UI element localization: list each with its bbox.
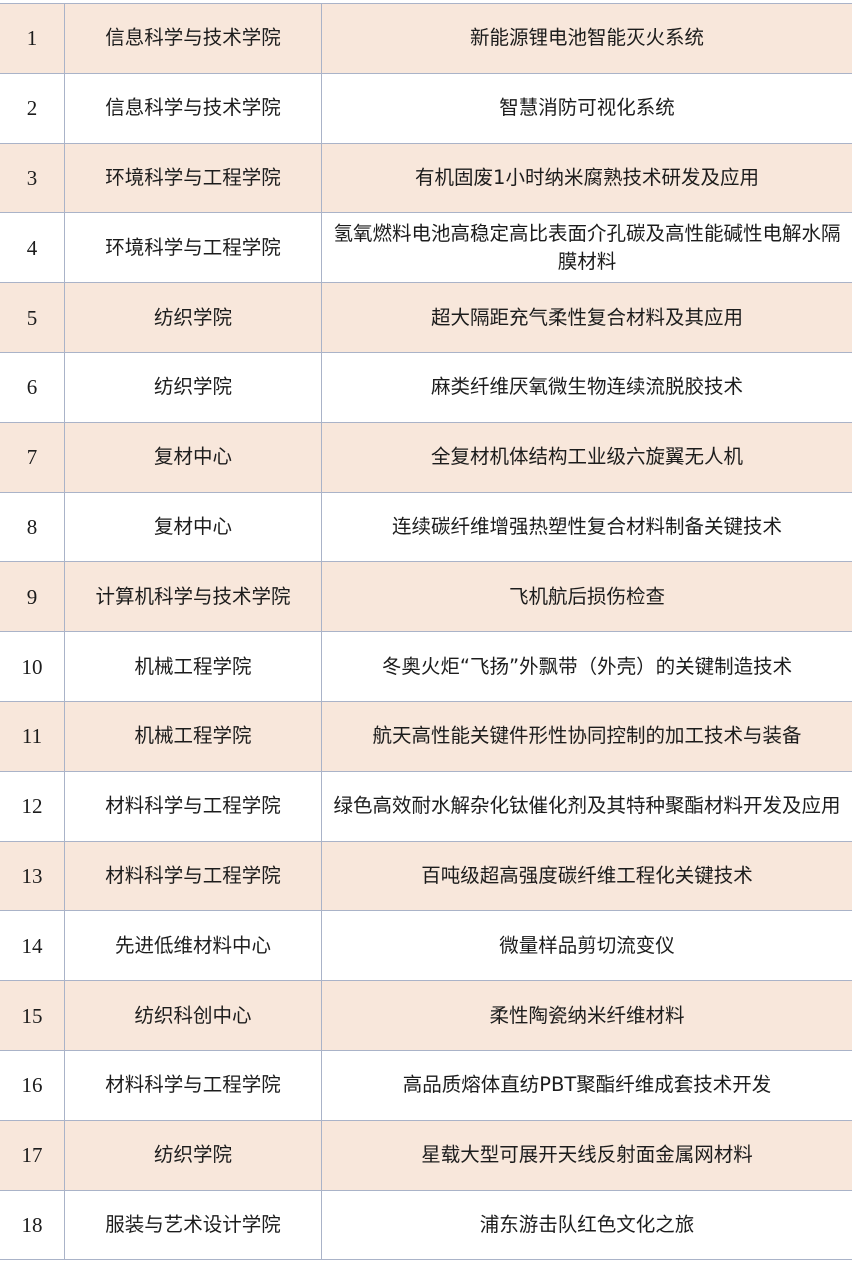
project-cell: 星载大型可展开天线反射面金属网材料 — [321, 1119, 852, 1191]
row-number-cell: 11 — [0, 700, 65, 772]
unit-cell: 信息科学与技术学院 — [64, 3, 322, 74]
table-row: 2 信息科学与技术学院 智慧消防可视化系统 — [0, 72, 852, 144]
project-cell: 超大隔距充气柔性复合材料及其应用 — [321, 282, 852, 353]
unit-cell: 机械工程学院 — [64, 631, 322, 702]
table-row: 10 机械工程学院 冬奥火炬“飞扬”外飘带（外壳）的关键制造技术 — [0, 631, 852, 702]
table-row: 7 复材中心 全复材机体结构工业级六旋翼无人机 — [0, 421, 852, 493]
row-number-cell: 15 — [0, 980, 65, 1051]
project-cell: 浦东游击队红色文化之旅 — [321, 1189, 852, 1261]
row-number-cell: 2 — [0, 72, 65, 144]
row-number-cell: 14 — [0, 910, 65, 982]
row-number-cell: 3 — [0, 142, 65, 214]
unit-cell: 服装与艺术设计学院 — [64, 1189, 322, 1261]
project-cell: 高品质熔体直纺PBT聚酯纤维成套技术开发 — [321, 1049, 852, 1121]
unit-cell: 复材中心 — [64, 491, 322, 563]
unit-cell: 材料科学与工程学院 — [64, 1049, 322, 1121]
row-number-cell: 12 — [0, 770, 65, 842]
row-number-cell: 16 — [0, 1049, 65, 1121]
unit-cell: 机械工程学院 — [64, 700, 322, 772]
table-row: 5 纺织学院 超大隔距充气柔性复合材料及其应用 — [0, 282, 852, 353]
table-row: 17 纺织学院 星载大型可展开天线反射面金属网材料 — [0, 1119, 852, 1191]
unit-cell: 材料科学与工程学院 — [64, 840, 322, 912]
unit-cell: 信息科学与技术学院 — [64, 72, 322, 144]
table-row: 11 机械工程学院 航天高性能关键件形性协同控制的加工技术与装备 — [0, 700, 852, 772]
unit-cell: 纺织学院 — [64, 1119, 322, 1191]
project-cell: 新能源锂电池智能灭火系统 — [321, 3, 852, 74]
project-cell: 航天高性能关键件形性协同控制的加工技术与装备 — [321, 700, 852, 772]
row-number-cell: 18 — [0, 1189, 65, 1261]
project-cell: 柔性陶瓷纳米纤维材料 — [321, 980, 852, 1051]
project-cell: 冬奥火炬“飞扬”外飘带（外壳）的关键制造技术 — [321, 631, 852, 702]
unit-cell: 环境科学与工程学院 — [64, 142, 322, 214]
table-row: 6 纺织学院 麻类纤维厌氧微生物连续流脱胶技术 — [0, 351, 852, 423]
project-cell: 麻类纤维厌氧微生物连续流脱胶技术 — [321, 351, 852, 423]
unit-cell: 先进低维材料中心 — [64, 910, 322, 982]
table-body: 1 信息科学与技术学院 新能源锂电池智能灭火系统 2 信息科学与技术学院 智慧消防可视化系… — [0, 3, 852, 1261]
row-number-cell: 17 — [0, 1119, 65, 1191]
project-table: 1 信息科学与技术学院 新能源锂电池智能灭火系统 2 信息科学与技术学院 智慧消防可视化系… — [0, 3, 852, 1261]
table-row: 9 计算机科学与技术学院 飞机航后损伤检查 — [0, 561, 852, 633]
table-row: 15 纺织科创中心 柔性陶瓷纳米纤维材料 — [0, 980, 852, 1051]
table-row: 13 材料科学与工程学院 百吨级超高强度碳纤维工程化关键技术 — [0, 840, 852, 912]
table-row: 16 材料科学与工程学院 高品质熔体直纺PBT聚酯纤维成套技术开发 — [0, 1049, 852, 1121]
row-number-cell: 4 — [0, 212, 65, 284]
row-number-cell: 6 — [0, 351, 65, 423]
table-row: 18 服装与艺术设计学院 浦东游击队红色文化之旅 — [0, 1189, 852, 1261]
row-number-cell: 9 — [0, 561, 65, 633]
project-cell: 智慧消防可视化系统 — [321, 72, 852, 144]
project-cell: 全复材机体结构工业级六旋翼无人机 — [321, 421, 852, 493]
unit-cell: 纺织学院 — [64, 351, 322, 423]
table-row: 8 复材中心 连续碳纤维增强热塑性复合材料制备关键技术 — [0, 491, 852, 563]
row-number-cell: 7 — [0, 421, 65, 493]
unit-cell: 环境科学与工程学院 — [64, 212, 322, 284]
row-number-cell: 13 — [0, 840, 65, 912]
unit-cell: 复材中心 — [64, 421, 322, 493]
unit-cell: 材料科学与工程学院 — [64, 770, 322, 842]
table-row: 4 环境科学与工程学院 氢氧燃料电池高稳定高比表面介孔碳及高性能碱性电解水隔膜材料 — [0, 212, 852, 284]
unit-cell: 纺织科创中心 — [64, 980, 322, 1051]
table-row: 14 先进低维材料中心 微量样品剪切流变仪 — [0, 910, 852, 982]
table-row: 1 信息科学与技术学院 新能源锂电池智能灭火系统 — [0, 3, 852, 74]
table-row: 3 环境科学与工程学院 有机固废1小时纳米腐熟技术研发及应用 — [0, 142, 852, 214]
project-cell: 微量样品剪切流变仪 — [321, 910, 852, 982]
unit-cell: 计算机科学与技术学院 — [64, 561, 322, 633]
project-cell: 飞机航后损伤检查 — [321, 561, 852, 633]
project-cell: 氢氧燃料电池高稳定高比表面介孔碳及高性能碱性电解水隔膜材料 — [321, 212, 852, 284]
unit-cell: 纺织学院 — [64, 282, 322, 353]
project-cell: 百吨级超高强度碳纤维工程化关键技术 — [321, 840, 852, 912]
row-number-cell: 5 — [0, 282, 65, 353]
row-number-cell: 10 — [0, 631, 65, 702]
project-cell: 连续碳纤维增强热塑性复合材料制备关键技术 — [321, 491, 852, 563]
table-row: 12 材料科学与工程学院 绿色高效耐水解杂化钛催化剂及其特种聚酯材料开发及应用 — [0, 770, 852, 842]
row-number-cell: 1 — [0, 3, 65, 74]
row-number-cell: 8 — [0, 491, 65, 563]
project-cell: 绿色高效耐水解杂化钛催化剂及其特种聚酯材料开发及应用 — [321, 770, 852, 842]
project-cell: 有机固废1小时纳米腐熟技术研发及应用 — [321, 142, 852, 214]
